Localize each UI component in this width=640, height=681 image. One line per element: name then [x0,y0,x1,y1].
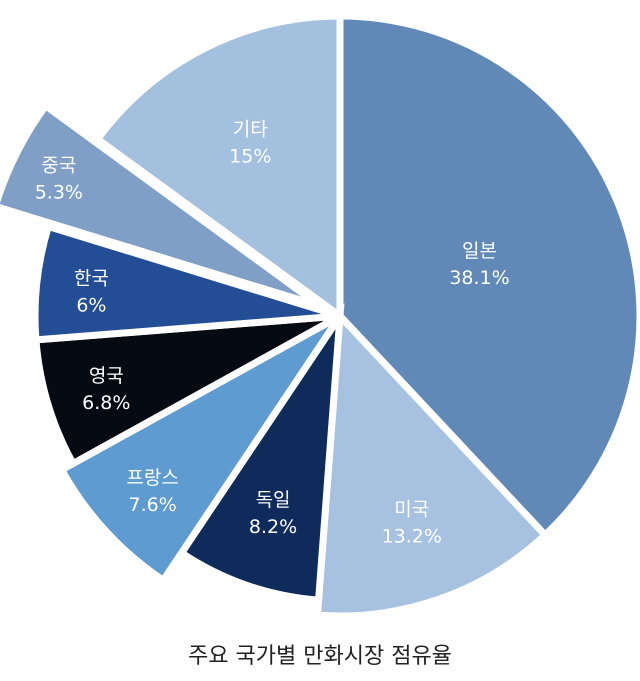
pie-slice [176,302,345,604]
slice-name-label: 일본 [462,240,497,262]
slice-value-label: 15% [229,145,271,167]
slice-name-label: 한국 [74,268,109,290]
slice-value-label: 8.2% [249,516,297,538]
slice-value-label: 6.8% [82,392,130,414]
slice-name-label: 중국 [41,154,76,176]
pie-chart: 일본 38.1% 미국 13.2% 독일 8.2% 프랑스 7.6% 영국 6.8% 한국 6% 중국 5… [0,12,640,620]
slice-name-label: 프랑스 [126,467,178,489]
slice-value-label: 7.6% [129,494,177,516]
slice-name-label: 미국 [394,499,429,521]
pie-slice [0,100,323,310]
chart-title: 주요 국가별 만화시장 점유율 [188,644,452,669]
pie-slice [92,12,344,323]
slice-value-label: 5.3% [35,181,83,203]
slice-name-label: 영국 [89,365,124,387]
pie-slice [336,12,640,540]
slice-value-label: 6% [76,295,106,317]
slice-name-label: 기타 [233,118,268,140]
pie-slice [56,312,343,586]
pie-slice [313,307,550,620]
slice-name-label: 독일 [256,489,291,511]
pie-slice [31,222,342,344]
slice-value-label: 13.2% [382,526,442,548]
slice-value-label: 38.1% [449,267,509,289]
